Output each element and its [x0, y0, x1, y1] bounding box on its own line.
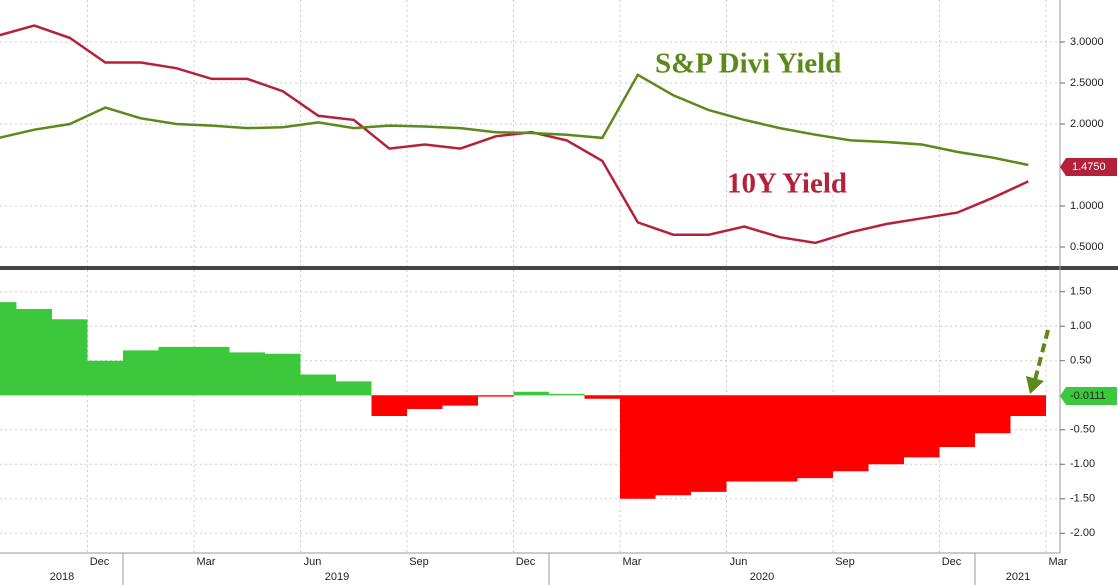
y-tick-label: -1.00 [1070, 458, 1095, 470]
y-tick-label: -1.50 [1070, 493, 1095, 505]
last-value-box [1060, 158, 1117, 177]
x-tick-label: Dec [942, 556, 962, 568]
year-label: 2020 [750, 571, 774, 583]
x-tick-label: Jun [730, 556, 748, 568]
x-tick-label: Mar [197, 556, 216, 568]
y-tick-label: -2.00 [1070, 527, 1095, 539]
x-tick-label: Sep [409, 556, 429, 568]
arrow [1033, 329, 1050, 381]
y-tick-label: 2.5000 [1070, 77, 1104, 89]
last-value-label: 1.4750 [1072, 161, 1106, 173]
y-tick-label: 0.50 [1070, 355, 1091, 367]
y-tick-label: 1.50 [1070, 286, 1091, 298]
line [0, 24, 1029, 245]
last-value-label: -0.0111 [1070, 390, 1106, 402]
series-label: 10Y Yield [727, 168, 847, 200]
arrow-head [1026, 376, 1044, 394]
y-tick-label: 1.00 [1070, 320, 1091, 332]
panel-divider [0, 266, 1118, 270]
bar-area-positive [0, 302, 585, 395]
year-label: 2021 [1006, 571, 1030, 583]
y-tick-label: 1.0000 [1070, 200, 1104, 212]
x-tick-label: Sep [835, 556, 855, 568]
bar-area-negative [0, 395, 1046, 499]
x-tick-label: Mar [623, 556, 642, 568]
x-tick-label: Jun [304, 556, 322, 568]
y-tick-label: 0.5000 [1070, 241, 1104, 253]
x-tick-label: Dec [516, 556, 536, 568]
x-tick-label: Mar [1049, 556, 1068, 568]
y-tick-label: 2.0000 [1070, 118, 1104, 130]
x-tick-label: Dec [90, 556, 110, 568]
line [0, 73, 1029, 167]
year-label: 2018 [50, 571, 74, 583]
year-label: 2019 [325, 571, 349, 583]
y-tick-label: 3.0000 [1070, 36, 1104, 48]
series-label: S&P Divi Yield [655, 48, 841, 80]
last-value-box [1060, 387, 1117, 406]
y-tick-label: -0.50 [1070, 424, 1095, 436]
